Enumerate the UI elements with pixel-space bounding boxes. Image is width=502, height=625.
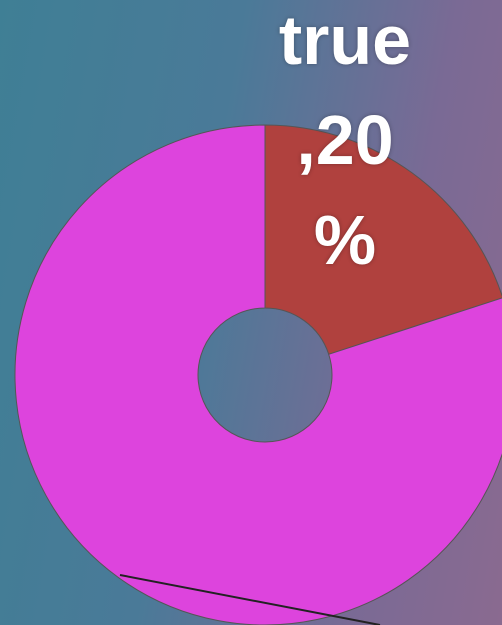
slice: [14, 124, 502, 625]
slice: [264, 124, 502, 355]
label-group: true ,20 %: [270, 0, 420, 290]
slice-label: true: [278, 1, 412, 79]
decor-line: [119, 574, 381, 625]
value-label: ,20 %: [296, 101, 394, 279]
